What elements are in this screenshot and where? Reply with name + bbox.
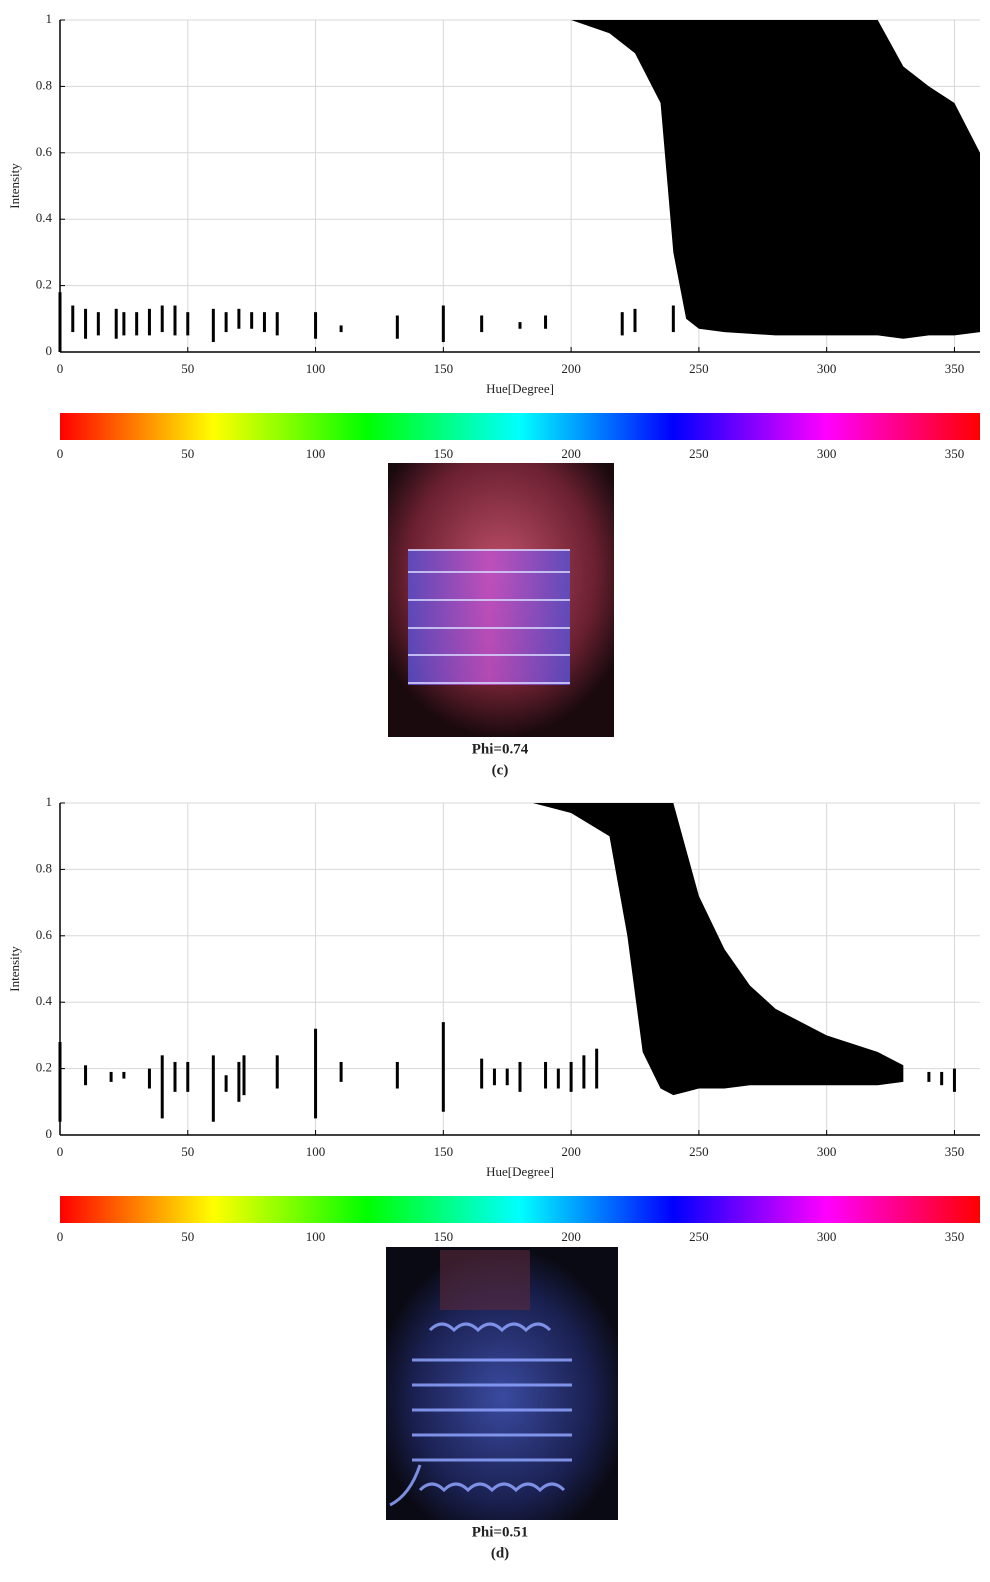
colorbar-tick-label: 350 [945,1229,965,1244]
x-tick-label: 150 [434,361,454,376]
x-tick-label: 350 [945,1144,965,1159]
x-tick-label: 0 [57,361,64,376]
colorbar [60,1196,980,1223]
y-axis-label: Intensity [7,946,22,992]
y-tick-label: 0.2 [36,1060,52,1075]
y-tick-label: 0.4 [36,993,53,1008]
colorbar-tick-label: 50 [181,1229,194,1244]
x-tick-label: 250 [689,361,709,376]
y-tick-label: 0.4 [36,210,53,225]
colorbar-tick-label: 50 [181,446,194,461]
colorbar-tick-label: 250 [689,1229,709,1244]
x-tick-label: 200 [561,1144,581,1159]
density-cloud [571,20,980,339]
y-tick-label: 0.2 [36,277,52,292]
y-tick-label: 0.8 [36,77,52,92]
x-tick-label: 200 [561,361,581,376]
y-axis-label: Intensity [7,163,22,209]
x-tick-label: 250 [689,1144,709,1159]
x-tick-label: 300 [817,1144,837,1159]
colorbar-tick-label: 0 [57,446,64,461]
caption: Phi=0.74 [472,741,529,757]
y-tick-label: 0.6 [36,144,53,159]
x-tick-label: 300 [817,361,837,376]
colorbar-tick-label: 150 [434,446,454,461]
colorbar-tick-label: 350 [945,446,965,461]
y-tick-label: 0 [46,1126,53,1141]
y-tick-label: 0 [46,343,53,358]
colorbar-tick-label: 200 [561,1229,581,1244]
x-tick-label: 50 [181,1144,194,1159]
x-tick-label: 0 [57,1144,64,1159]
flame-photo [386,1247,618,1520]
y-tick-label: 0.8 [36,860,52,875]
colorbar [60,413,980,440]
colorbar-tick-label: 300 [817,1229,837,1244]
x-tick-label: 350 [945,361,965,376]
panel-label: (c) [492,762,509,778]
colorbar-tick-label: 100 [306,1229,326,1244]
colorbar-tick-label: 150 [434,1229,454,1244]
x-tick-label: 100 [306,1144,326,1159]
colorbar-tick-label: 200 [561,446,581,461]
x-tick-label: 50 [181,361,194,376]
flame-photo [388,463,614,737]
colorbar-tick-label: 100 [306,446,326,461]
y-tick-label: 0.6 [36,927,53,942]
x-tick-label: 100 [306,361,326,376]
colorbar-tick-label: 300 [817,446,837,461]
density-cloud [532,803,904,1096]
x-tick-label: 150 [434,1144,454,1159]
colorbar-tick-label: 250 [689,446,709,461]
x-axis-label: Hue[Degree] [486,1164,554,1179]
y-tick-label: 1 [46,11,53,26]
y-tick-label: 1 [46,794,53,809]
colorbar-tick-label: 0 [57,1229,64,1244]
x-axis-label: Hue[Degree] [486,381,554,396]
caption: Phi=0.51 [472,1524,528,1540]
panel-label: (d) [491,1545,509,1561]
